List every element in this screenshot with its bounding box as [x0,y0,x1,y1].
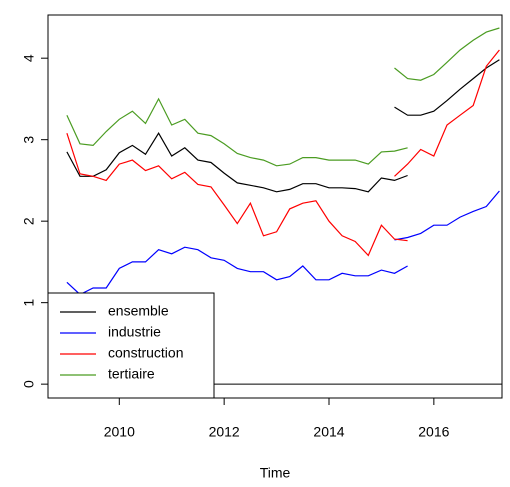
legend-box [47,292,215,399]
y-tick-label: 0 [21,380,37,388]
legend-label: construction [108,345,183,361]
y-tick-label: 3 [21,136,37,144]
series-line [66,190,500,296]
y-tick-label: 2 [21,217,37,225]
x-tick-label: 2012 [209,424,240,440]
legend-label: industrie [108,324,161,340]
legend: ensemble industrie construction tertiaire [47,292,215,399]
series-line [66,27,500,167]
y-tick-label: 1 [21,299,37,307]
legend-label: tertiaire [108,366,155,382]
x-tick-label: 2016 [418,424,449,440]
legend-label: ensemble [108,303,169,319]
x-tick-label: 2010 [104,424,135,440]
x-axis-title: Time [260,465,291,481]
plot-frame [47,14,503,399]
series-line [66,49,500,257]
series-line [66,59,500,193]
y-tick-label: 4 [21,54,37,62]
x-tick-label: 2014 [313,424,344,440]
